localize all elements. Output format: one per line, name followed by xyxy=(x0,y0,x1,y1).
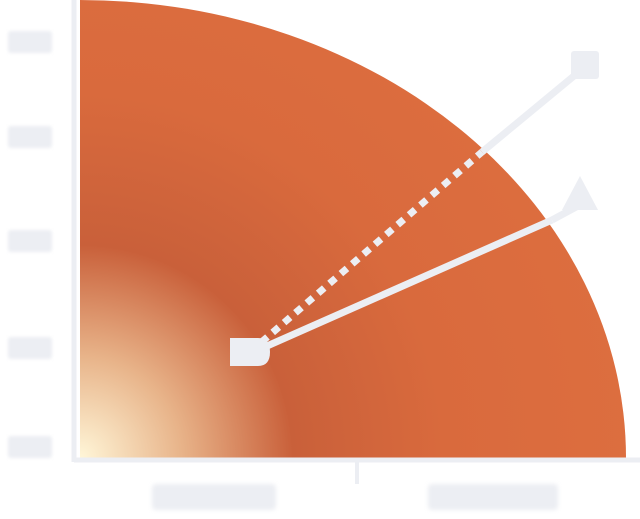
dotted-ray xyxy=(247,149,485,355)
y-tick-label-5 xyxy=(8,436,52,458)
upper-ray-extension xyxy=(479,63,589,155)
rounded-square-icon xyxy=(230,338,270,366)
triangle-icon xyxy=(562,176,598,210)
solid-ray xyxy=(256,216,554,354)
square-icon xyxy=(571,51,599,79)
y-tick-label-1 xyxy=(8,31,52,53)
quarter-circle-area xyxy=(80,0,626,458)
x-axis-word-left xyxy=(152,484,276,510)
x-axis-word-right xyxy=(428,484,558,510)
y-tick-label-2 xyxy=(8,126,52,148)
y-tick-label-4 xyxy=(8,337,52,359)
y-tick-label-3 xyxy=(8,230,52,252)
